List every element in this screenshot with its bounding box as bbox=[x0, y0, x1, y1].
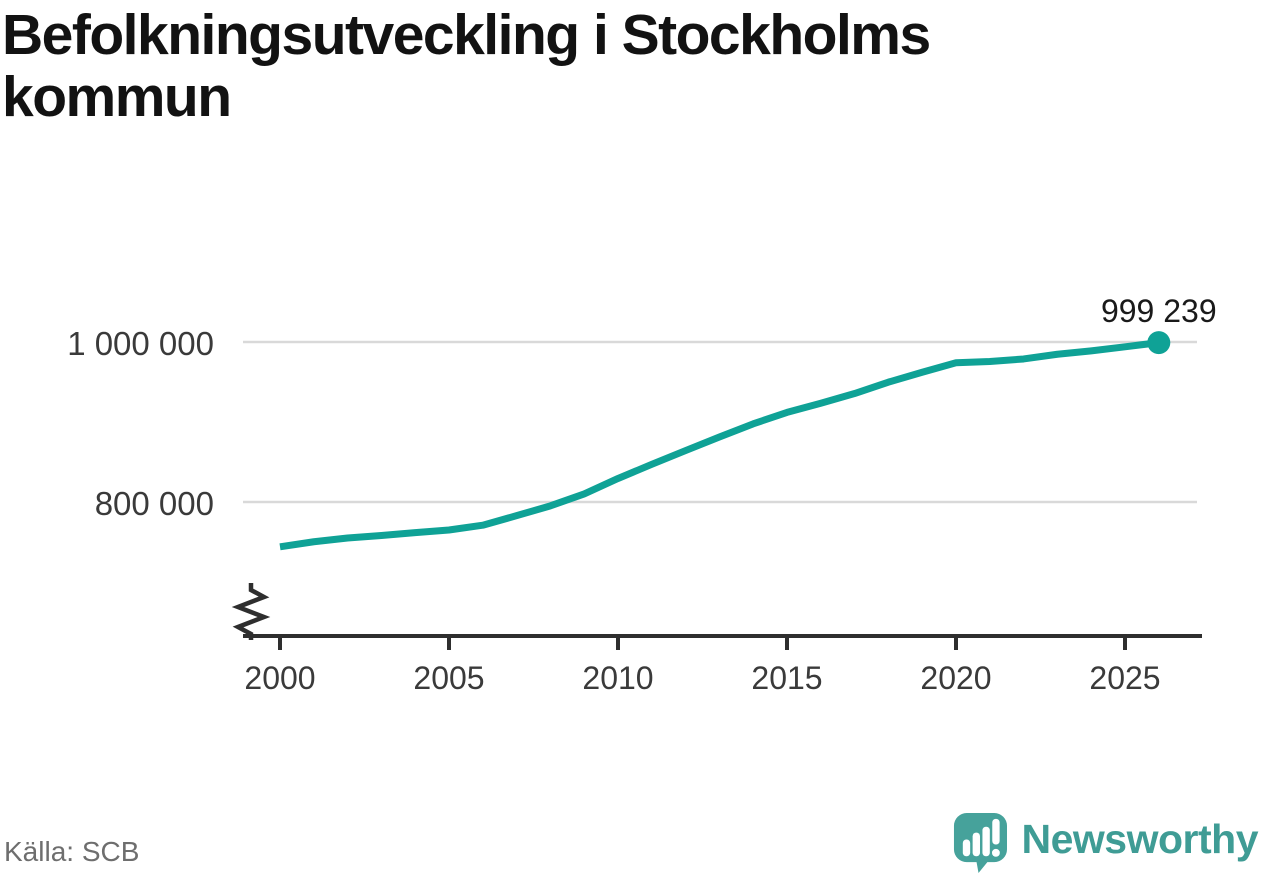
end-point-marker bbox=[1147, 331, 1171, 355]
x-tick-label-2000: 2000 bbox=[244, 660, 316, 696]
x-tick-label-2005: 2005 bbox=[413, 660, 485, 696]
source-note: Källa: SCB bbox=[4, 836, 140, 867]
chart-title: Befolkningsutveckling i Stockholms kommu… bbox=[2, 3, 931, 129]
newsworthy-brand: Newsworthy bbox=[952, 812, 1259, 873]
newsworthy-brand-name: Newsworthy bbox=[1021, 816, 1259, 862]
x-tick-label-2010: 2010 bbox=[582, 660, 654, 696]
newsworthy-logo-icon bbox=[953, 813, 1007, 873]
end-value-label: 999 239 bbox=[1100, 292, 1217, 329]
y-tick-label-800000: 800 000 bbox=[94, 485, 214, 522]
x-tick-label-2020: 2020 bbox=[920, 660, 992, 696]
y-tick-label-1000000: 1 000 000 bbox=[67, 325, 214, 362]
axis-break-icon bbox=[231, 583, 271, 640]
population-line bbox=[279, 339, 1160, 551]
x-tick-label-2025: 2025 bbox=[1089, 660, 1161, 696]
x-tick-label-2015: 2015 bbox=[751, 660, 823, 696]
